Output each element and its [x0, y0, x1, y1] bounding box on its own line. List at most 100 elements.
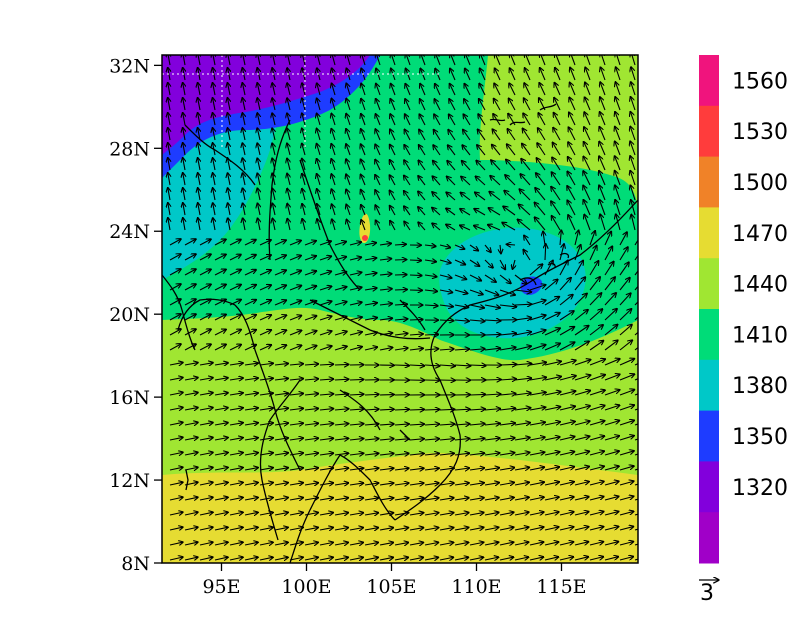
wind-vector	[213, 98, 215, 111]
wind-vector	[274, 315, 287, 321]
wind-vector	[229, 393, 243, 395]
wind-vector	[169, 239, 181, 246]
wind-vector	[589, 421, 605, 426]
wind-vector	[287, 188, 290, 201]
wind-vector	[244, 315, 256, 321]
wind-vector	[559, 421, 575, 426]
wind-vector	[229, 269, 241, 276]
wind-vector	[213, 203, 215, 216]
wind-vector	[534, 202, 546, 216]
wind-vector	[317, 55, 320, 66]
wind-vector	[184, 329, 196, 336]
wind-vector	[184, 527, 198, 530]
wind-vector	[199, 467, 213, 470]
wind-vector	[424, 290, 438, 291]
wind-vector	[589, 451, 605, 456]
wind-vector	[446, 192, 456, 201]
wind-vector	[529, 512, 544, 515]
wind-vector	[199, 284, 211, 291]
wind-vector	[375, 205, 381, 216]
wind-vector	[409, 275, 422, 276]
wind-vector	[574, 421, 590, 426]
wind-vector	[274, 270, 286, 276]
wind-vector	[544, 452, 560, 455]
wind-vector	[570, 67, 576, 81]
colorbar-label: 1530	[732, 120, 788, 145]
wind-vector	[361, 144, 366, 156]
wind-vector	[574, 260, 583, 276]
wind-vector	[510, 55, 516, 66]
wind-vector	[454, 557, 469, 560]
wind-vector	[446, 224, 456, 231]
wind-vector	[484, 453, 500, 455]
wind-vector	[634, 346, 638, 351]
wind-vector	[169, 254, 181, 261]
wind-vector	[604, 542, 619, 546]
wind-vector	[508, 98, 516, 111]
wind-vector	[304, 453, 319, 455]
wind-vector	[334, 302, 347, 305]
wind-vector	[460, 225, 471, 231]
wind-vector	[360, 174, 366, 186]
wind-vector	[600, 214, 606, 231]
wind-vector	[604, 374, 620, 381]
wind-vector	[169, 407, 183, 410]
wind-vector	[289, 345, 302, 351]
wind-vector	[535, 188, 546, 201]
wind-vector	[364, 243, 376, 245]
wind-vector	[409, 468, 424, 470]
wind-vector	[499, 512, 514, 515]
wind-vector	[349, 409, 364, 410]
wind-vector	[349, 317, 362, 320]
wind-vector	[559, 557, 574, 560]
wind-vector	[213, 218, 215, 231]
wind-vector	[304, 331, 317, 336]
wind-vector	[331, 174, 336, 186]
wind-vector	[514, 408, 531, 410]
wind-vector	[289, 330, 302, 336]
wind-vector	[574, 230, 579, 246]
wind-vector	[574, 542, 589, 546]
wind-vector	[259, 378, 273, 380]
wind-vector	[559, 294, 573, 306]
wind-vector	[559, 360, 576, 366]
wind-vector	[394, 513, 409, 515]
wind-vector	[274, 240, 286, 246]
wind-vector	[499, 393, 516, 395]
wind-vector	[319, 483, 334, 485]
wind-vector	[529, 557, 544, 560]
wind-vector	[198, 55, 200, 66]
wind-vector	[604, 420, 620, 426]
wind-vector	[214, 239, 226, 246]
wind-vector	[559, 497, 574, 501]
wind-vector	[604, 466, 619, 471]
wind-vector	[409, 319, 423, 320]
wind-vector	[244, 482, 258, 485]
wind-vector	[379, 347, 393, 350]
wind-vector	[257, 188, 260, 201]
wind-vector	[364, 288, 377, 290]
wind-vector	[499, 557, 514, 560]
wind-vector	[615, 97, 621, 111]
wind-vector	[544, 343, 560, 351]
wind-vector	[615, 185, 621, 201]
wind-vector	[529, 300, 546, 306]
wind-vector	[454, 365, 471, 366]
wind-vector	[169, 314, 181, 321]
wind-vector	[334, 272, 347, 275]
wind-vector	[544, 437, 560, 441]
wind-vector	[433, 160, 441, 171]
wind-vector	[540, 68, 546, 81]
wind-vector	[404, 221, 411, 231]
wind-vector	[214, 497, 228, 500]
wind-vector	[454, 438, 470, 440]
wind-vector	[242, 83, 245, 96]
wind-vector	[469, 320, 485, 321]
wind-vector	[244, 393, 258, 395]
wind-vector	[469, 289, 483, 295]
wind-vector	[568, 157, 576, 171]
wind-vector	[289, 379, 304, 380]
wind-vector	[574, 375, 591, 381]
wind-vector	[560, 230, 561, 246]
wind-vector	[552, 157, 561, 171]
